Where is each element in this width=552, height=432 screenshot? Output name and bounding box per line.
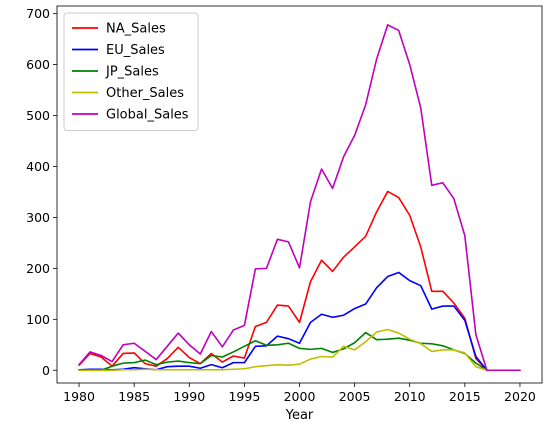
x-tick-label: 2000 bbox=[284, 389, 316, 404]
legend-label-global-sales: Global_Sales bbox=[106, 108, 189, 123]
x-tick-label: 1985 bbox=[118, 389, 150, 404]
x-axis-label: Year bbox=[285, 408, 314, 423]
x-tick-label: 2010 bbox=[394, 389, 426, 404]
x-tick-label: 1990 bbox=[173, 389, 205, 404]
x-tick-label: 2020 bbox=[504, 389, 536, 404]
y-tick-label: 100 bbox=[26, 312, 50, 327]
legend-label-na-sales: NA_Sales bbox=[106, 22, 166, 37]
ticks-layer: 1980 1985 1990 1995 2000 2005 2010 2015 2020 0 100… bbox=[26, 6, 536, 404]
plot-frame bbox=[56, 5, 543, 384]
y-tick-label: 600 bbox=[26, 57, 50, 72]
series-line-na-sales bbox=[78, 190, 521, 372]
y-tick-label: 200 bbox=[26, 261, 50, 276]
x-tick-label: 2015 bbox=[449, 389, 481, 404]
x-tick-label: 2005 bbox=[339, 389, 371, 404]
legend-label-other-sales: Other_Sales bbox=[106, 86, 184, 101]
legend-box bbox=[63, 12, 199, 131]
series-line-global-sales bbox=[78, 24, 521, 372]
series-layer bbox=[78, 24, 521, 372]
legend-label-jp-sales: JP_Sales bbox=[105, 65, 159, 80]
y-tick-label: 700 bbox=[26, 6, 50, 21]
x-tick-label: 1980 bbox=[63, 389, 95, 404]
legend-label-eu-sales: EU_Sales bbox=[106, 43, 165, 58]
y-tick-label: 500 bbox=[26, 108, 50, 123]
x-tick-label: 1995 bbox=[228, 389, 260, 404]
series-line-jp-sales bbox=[78, 331, 521, 372]
series-line-other-sales bbox=[78, 328, 521, 372]
legend: NA_Sales EU_Sales JP_Sales Other_Sales Globa… bbox=[63, 12, 199, 131]
y-tick-label: 300 bbox=[26, 210, 50, 225]
y-tick-label: 0 bbox=[42, 363, 50, 378]
y-tick-label: 400 bbox=[26, 159, 50, 174]
